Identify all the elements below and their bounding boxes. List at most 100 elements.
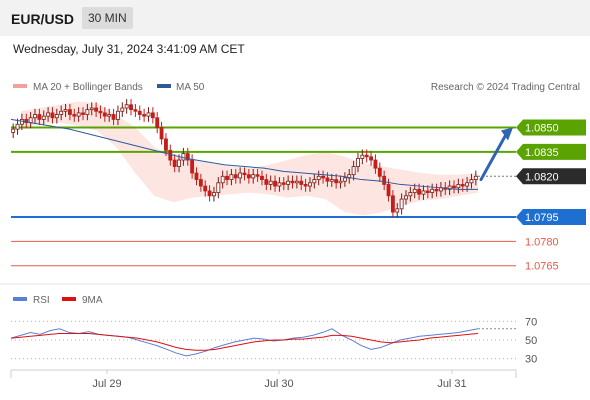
candle-body	[185, 153, 190, 161]
candle-body	[194, 172, 199, 180]
candle-body	[124, 104, 129, 109]
candle-body	[11, 128, 16, 133]
timeframe-badge[interactable]: 30 MIN	[82, 7, 133, 29]
ma50-legend-label: MA 50	[176, 82, 205, 93]
level-tag-label: 1.0835	[525, 147, 559, 159]
candle-body	[334, 179, 339, 184]
candle-body	[98, 110, 103, 114]
candle-body	[246, 174, 251, 179]
candle-body	[190, 159, 195, 174]
candle-body	[325, 177, 330, 182]
candle-body	[268, 180, 273, 185]
level-tag-label: 1.0850	[525, 123, 559, 135]
rsi-legend: RSI 9MA	[13, 295, 103, 306]
candle-body	[229, 174, 234, 180]
candle-body	[277, 182, 282, 187]
candle-body	[360, 154, 365, 159]
candle-body	[164, 138, 168, 151]
candle-body	[386, 184, 391, 197]
bollinger-band	[21, 101, 478, 216]
level-tag-label: 1.0795	[525, 212, 559, 224]
candle-body	[181, 153, 186, 161]
candle-body	[146, 112, 151, 117]
candle-body	[116, 110, 120, 120]
candle-body	[390, 195, 395, 213]
candle-body	[255, 174, 260, 177]
rsi-legend-swatch	[13, 297, 27, 301]
level-tag	[516, 119, 586, 136]
x-axis: Jul 29 Jul 30 Jul 31	[92, 370, 467, 390]
candle-body	[456, 184, 461, 189]
projection-arrowhead	[501, 127, 513, 141]
candle-body	[356, 158, 360, 167]
candle-body	[242, 172, 247, 176]
rsi-tick-label: 50	[525, 335, 537, 347]
level-tag	[516, 208, 586, 225]
candle-body	[150, 112, 155, 119]
candle-body	[312, 179, 317, 184]
candle-body	[76, 112, 81, 117]
symbol-title: EUR/USD	[11, 11, 75, 27]
candle-body	[281, 182, 286, 185]
candle-body	[303, 184, 308, 187]
candle-body	[421, 190, 426, 195]
x-tick-label: Jul 31	[437, 378, 466, 390]
rsi-tick-label: 30	[525, 354, 537, 366]
candle-body	[233, 174, 238, 179]
projection-arrow-shaft	[479, 133, 508, 182]
rsi-legend-label: RSI	[33, 295, 50, 306]
candle-body	[207, 190, 212, 197]
candle-body	[434, 188, 439, 192]
candle-body	[465, 182, 470, 187]
candle-body	[225, 175, 229, 180]
candle-body	[15, 123, 20, 130]
candle-body	[102, 112, 107, 117]
candle-body	[81, 112, 85, 115]
candle-body	[46, 112, 51, 117]
header-bar: EUR/USD 30 MIN	[0, 0, 590, 36]
candle-body	[329, 179, 334, 182]
candle-body	[290, 180, 295, 184]
candle-body	[338, 180, 343, 184]
legend: MA 20 + Bollinger Bands MA 50 Research ©…	[13, 82, 580, 93]
rsi-layer: 70 50 30	[10, 316, 537, 366]
candle-body	[216, 182, 221, 193]
ma50-line	[10, 118, 478, 190]
candle-body	[273, 180, 277, 187]
candle-body	[129, 104, 133, 111]
candle-body	[220, 175, 225, 184]
rsi-tick-label: 70	[525, 316, 537, 328]
candle-body	[264, 179, 269, 185]
candle-body	[342, 177, 347, 182]
candle-body	[24, 118, 29, 124]
candle-body	[460, 184, 465, 187]
candle-body	[203, 185, 208, 192]
candle-body	[54, 114, 59, 119]
candle-body	[373, 159, 378, 169]
ma20-legend-label: MA 20 + Bollinger Bands	[33, 82, 143, 93]
candle-body	[59, 110, 64, 115]
candle-body	[404, 195, 408, 200]
level-label: 1.0765	[525, 261, 559, 273]
candle-body	[473, 175, 478, 180]
candle-body	[137, 110, 142, 115]
candle-body	[33, 114, 37, 119]
candle-body	[177, 159, 181, 167]
candle-body	[412, 188, 417, 193]
rsi-line	[10, 328, 479, 357]
candle-body	[286, 180, 291, 185]
candle-body	[395, 208, 400, 213]
candle-body	[377, 167, 382, 177]
candle-body	[120, 107, 125, 112]
candle-body	[94, 107, 99, 112]
candle-body	[37, 114, 42, 120]
candle-body	[238, 172, 243, 179]
candle-body	[212, 192, 216, 197]
candle-body	[198, 179, 203, 187]
candle-body	[251, 174, 256, 179]
candle-body	[41, 115, 46, 120]
candle-body	[155, 117, 160, 128]
candle-body	[294, 180, 299, 184]
candle-body	[159, 127, 164, 140]
candle-body	[67, 109, 72, 115]
